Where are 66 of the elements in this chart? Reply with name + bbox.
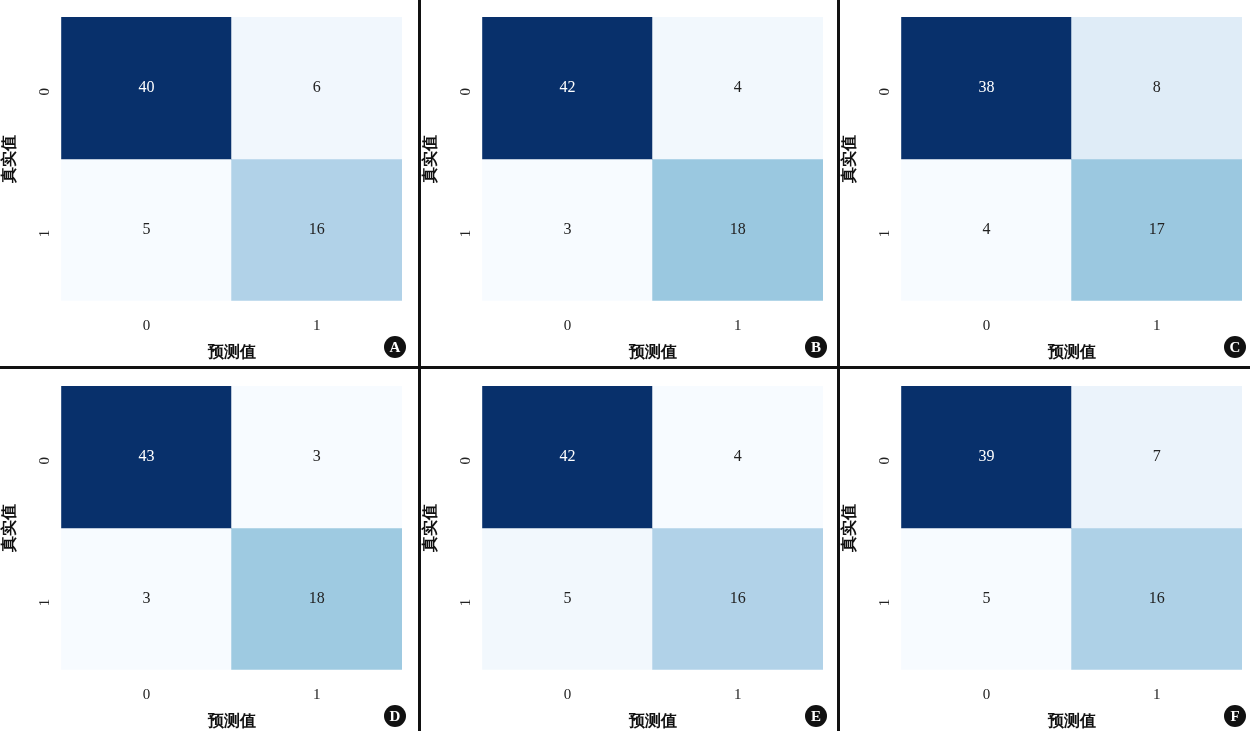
data-label: 3 xyxy=(563,220,572,238)
text: C xyxy=(1224,336,1246,358)
data-label: 4 xyxy=(733,447,742,465)
y-tick-label: 1 xyxy=(36,598,53,607)
x-axis-title: 预测值 xyxy=(206,341,256,361)
data-label: 8 xyxy=(1152,78,1161,96)
data-label: 4 xyxy=(733,78,742,96)
x-tick-label: 1 xyxy=(313,685,321,702)
data-label: 17 xyxy=(1148,220,1165,238)
y-tick-label: 0 xyxy=(876,87,893,96)
data-label: 40 xyxy=(138,78,155,96)
x-tick-label: 0 xyxy=(563,316,572,333)
y-tick-label: 1 xyxy=(876,229,893,238)
data-label: 18 xyxy=(729,220,746,238)
x-tick-label: 0 xyxy=(982,316,991,333)
text: D xyxy=(384,705,406,727)
data-label: 42 xyxy=(559,78,576,96)
x-axis-title: 预测值 xyxy=(627,710,677,730)
x-axis-title: 预测值 xyxy=(627,341,677,361)
data-label: 16 xyxy=(308,220,325,238)
text: B xyxy=(805,336,827,358)
x-tick-label: 1 xyxy=(313,316,321,333)
data-label: 43 xyxy=(138,447,155,465)
y-tick-label: 1 xyxy=(457,598,474,607)
y-tick-label: 0 xyxy=(36,87,53,96)
data-label: 16 xyxy=(729,589,746,607)
data-label: 5 xyxy=(982,589,991,607)
data-label: 5 xyxy=(142,220,151,238)
y-tick-label: 1 xyxy=(876,598,893,607)
x-tick-label: 1 xyxy=(1153,316,1161,333)
data-label: 4 xyxy=(982,220,991,238)
x-tick-label: 0 xyxy=(563,685,572,702)
y-tick-label: 1 xyxy=(36,229,53,238)
y-tick-label: 0 xyxy=(457,456,474,465)
y-tick-label: 0 xyxy=(876,456,893,465)
data-label: 42 xyxy=(559,447,576,465)
data-label: 6 xyxy=(312,78,321,96)
data-label: 5 xyxy=(563,589,572,607)
y-tick-label: 1 xyxy=(457,229,474,238)
y-tick-label: 0 xyxy=(36,456,53,465)
data-label: 16 xyxy=(1148,589,1165,607)
data-label: 3 xyxy=(312,447,321,465)
x-tick-label: 0 xyxy=(142,316,151,333)
y-tick-label: 0 xyxy=(457,87,474,96)
y-axis-title: 真实值 xyxy=(0,134,18,184)
y-axis-title: 真实值 xyxy=(838,134,858,184)
x-tick-label: 1 xyxy=(734,316,742,333)
y-axis-title: 真实值 xyxy=(419,134,439,184)
text: A xyxy=(384,336,406,358)
x-tick-label: 1 xyxy=(1153,685,1161,702)
data-label: 3 xyxy=(142,589,151,607)
x-tick-label: 0 xyxy=(982,685,991,702)
x-tick-label: 1 xyxy=(734,685,742,702)
x-axis-title: 预测值 xyxy=(1046,710,1096,730)
x-axis-title: 预测值 xyxy=(1046,341,1096,361)
data-label: 7 xyxy=(1152,447,1161,465)
x-axis-title: 预测值 xyxy=(206,710,256,730)
data-label: 39 xyxy=(978,447,995,465)
y-axis-title: 真实值 xyxy=(419,503,439,553)
text: F xyxy=(1224,705,1246,727)
y-axis-title: 真实值 xyxy=(838,503,858,553)
data-label: 38 xyxy=(978,78,995,96)
x-tick-label: 0 xyxy=(142,685,151,702)
data-label: 18 xyxy=(308,589,325,607)
text: E xyxy=(805,705,827,727)
y-axis-title: 真实值 xyxy=(0,503,18,553)
